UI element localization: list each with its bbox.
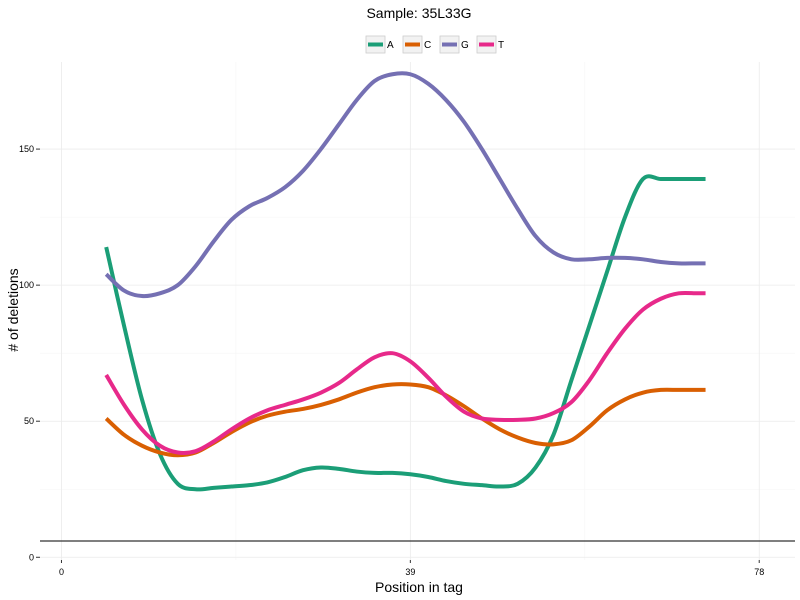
y-tick-label: 0 xyxy=(29,552,34,562)
grid xyxy=(40,62,795,560)
legend-item-a: A xyxy=(365,35,394,54)
y-tick-label: 100 xyxy=(19,280,34,290)
y-tick-label: 50 xyxy=(24,416,34,426)
series-layer xyxy=(104,71,706,492)
y-tick-label: 150 xyxy=(19,144,34,154)
legend-item-g: G xyxy=(439,35,469,54)
legend-item-t: T xyxy=(476,35,504,54)
x-tick-label: 0 xyxy=(59,567,64,577)
y-tick-labels: 0 50 100 150 xyxy=(19,144,40,562)
x-axis-title: Position in tag xyxy=(375,579,463,595)
x-tick-label: 39 xyxy=(405,567,415,577)
legend-label: T xyxy=(498,40,504,51)
legend-label: G xyxy=(461,40,469,51)
x-tick-label: 78 xyxy=(754,567,764,577)
legend-label: C xyxy=(424,40,431,51)
series-line-a xyxy=(104,174,706,492)
y-axis-title: # of deletions xyxy=(5,268,21,351)
series-line-c xyxy=(104,382,706,458)
legend-item-c: C xyxy=(402,35,431,54)
legend-label: A xyxy=(387,40,394,51)
chart-title: Sample: 35L33G xyxy=(366,5,471,21)
series-line-g xyxy=(104,71,706,299)
series-line-t xyxy=(104,290,706,455)
x-tick-labels: 0 39 78 xyxy=(59,560,764,577)
